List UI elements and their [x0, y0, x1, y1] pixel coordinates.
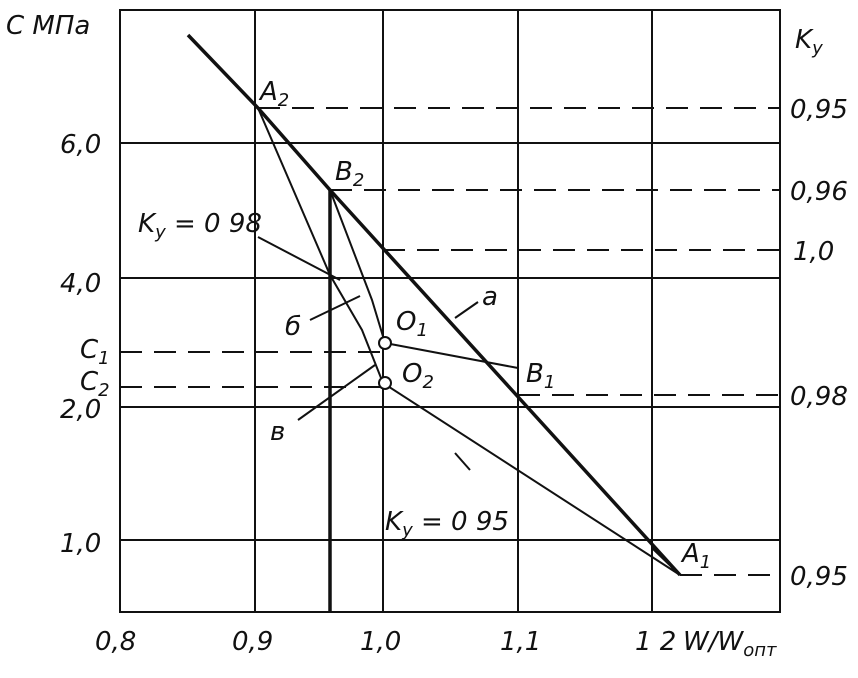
x-label: 1,1	[500, 627, 541, 657]
right-title: Ky	[795, 25, 823, 59]
frame	[119, 9, 781, 613]
label-main: B	[335, 157, 353, 187]
label-main: C	[80, 335, 99, 365]
point-label: O2	[402, 359, 434, 393]
label-sub: 2	[422, 372, 433, 393]
x-label: 0,9	[232, 627, 273, 657]
point-label: A2	[258, 77, 289, 111]
curve-b	[329, 189, 519, 369]
right-label: 1,0	[793, 237, 834, 267]
annotation: Ky = 0 98	[138, 209, 262, 243]
curve-label: б	[285, 312, 301, 342]
annotation: Ky = 0 95	[385, 507, 509, 541]
grid	[119, 9, 781, 613]
right-label: 0,95	[790, 562, 848, 592]
curves	[186, 33, 682, 612]
point-label: B1	[526, 359, 555, 393]
leader-line	[309, 295, 361, 321]
label-main: K	[138, 209, 157, 239]
leader-line	[454, 452, 471, 471]
y-label: 1,0	[60, 529, 101, 559]
label-sub: опт	[743, 640, 777, 661]
curve-v	[257, 107, 681, 576]
x-label: 1 2	[635, 627, 676, 657]
curve-a	[186, 33, 682, 577]
point-label: O1	[396, 307, 428, 341]
label-main: C	[80, 367, 99, 397]
curve-label: a	[482, 282, 498, 312]
labels: C МПа Ky 6,0 4,0 2,0 1,0 C1 C2 0,8 0,9 1…	[6, 11, 848, 661]
c-label: C2	[80, 367, 110, 401]
point-o2	[378, 376, 392, 390]
y-label: 2,0	[60, 395, 101, 425]
y-label: 6,0	[60, 130, 101, 160]
right-label: 0,95	[790, 95, 848, 125]
point-o1	[378, 336, 392, 350]
label-sub: 1	[98, 348, 109, 369]
label-main: K	[795, 25, 814, 55]
label-main: K	[385, 507, 404, 537]
curve-label: в	[270, 417, 285, 447]
left-title: C МПа	[6, 11, 90, 41]
label-sub: y	[154, 222, 166, 243]
label-sub: 2	[98, 380, 109, 401]
label-sub: 1	[416, 320, 427, 341]
label-main: B	[526, 359, 544, 389]
leader-line	[257, 236, 341, 281]
label-rest: = 0 95	[413, 507, 509, 537]
label-main: A	[680, 539, 700, 569]
label-main: A	[258, 77, 278, 107]
point-label: A1	[680, 539, 711, 573]
label-main: W/W	[683, 627, 744, 657]
c-label: C1	[80, 335, 110, 369]
x-title: W/Wопт	[683, 627, 777, 661]
label-main: O	[402, 359, 422, 389]
label-sub: y	[811, 38, 823, 59]
label-sub: y	[401, 520, 413, 541]
x-label: 0,8	[95, 627, 136, 657]
right-label: 0,96	[790, 177, 848, 207]
label-sub: 2	[278, 90, 289, 111]
label-sub: 1	[544, 372, 555, 393]
leader-line	[297, 364, 376, 421]
x-label: 1,0	[360, 627, 401, 657]
label-main: O	[396, 307, 416, 337]
label-sub: 2	[353, 170, 364, 191]
label-sub: 1	[700, 552, 711, 573]
y-label: 4,0	[60, 269, 101, 299]
label-rest: = 0 98	[166, 209, 262, 239]
right-label: 0,98	[790, 382, 848, 412]
point-label: B2	[335, 157, 364, 191]
leader-line	[454, 301, 479, 319]
